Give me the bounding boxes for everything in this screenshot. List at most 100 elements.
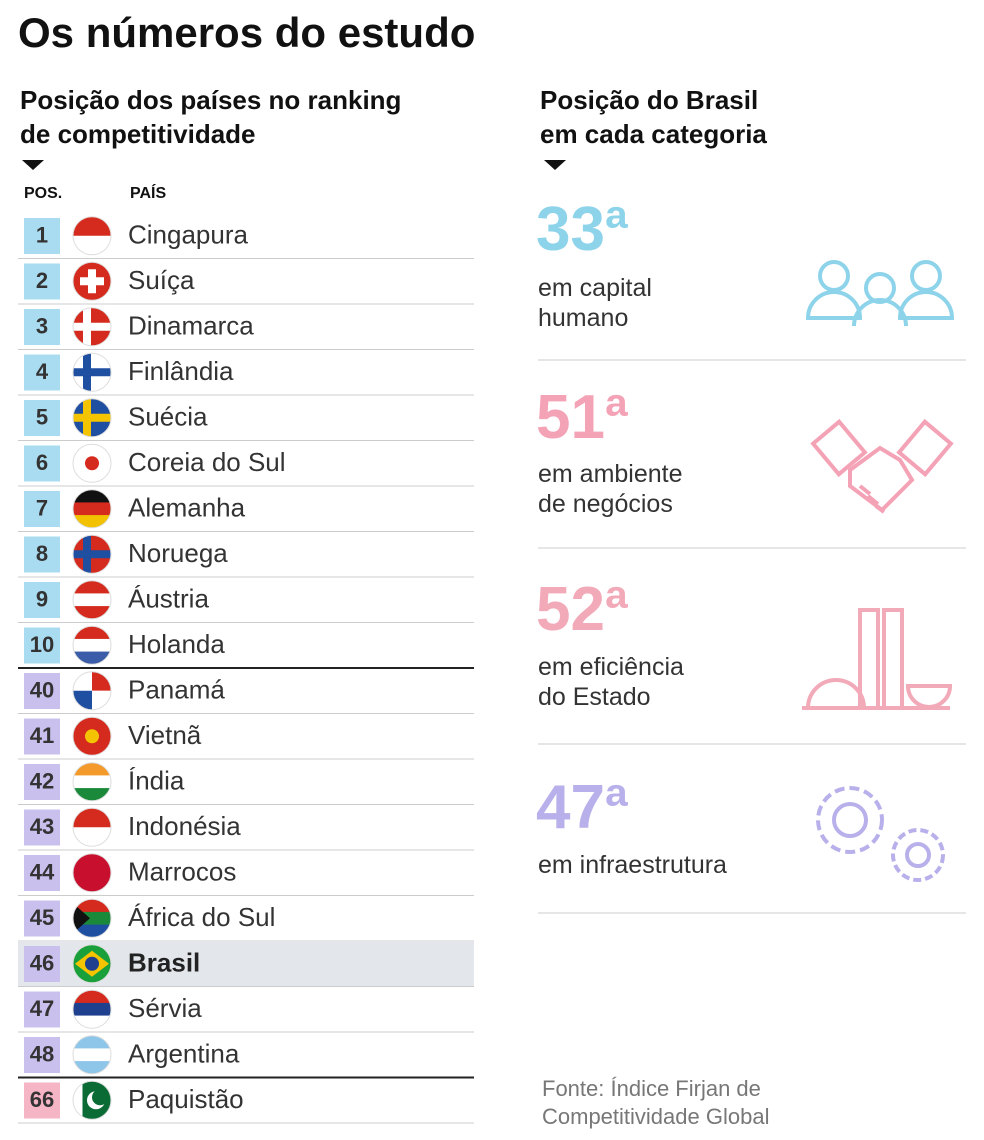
category-label: do Estado — [538, 683, 651, 711]
flag-outline — [72, 261, 112, 301]
country: Brasil — [128, 948, 200, 978]
category-label: de negócios — [538, 490, 673, 518]
flag-part — [73, 853, 111, 892]
country: Cingapura — [128, 220, 249, 250]
flag — [73, 216, 111, 255]
source: Competitividade Global — [542, 1104, 769, 1129]
position-box — [24, 582, 60, 618]
flag-outline — [72, 216, 112, 256]
flag-outline — [72, 352, 112, 392]
category-rank: 51ª — [536, 383, 628, 452]
position: 41 — [30, 723, 54, 748]
position: 43 — [30, 814, 54, 839]
flag-part — [73, 502, 111, 516]
flag — [73, 762, 111, 801]
position: 7 — [36, 496, 48, 521]
position-box — [24, 946, 60, 982]
flag-part — [73, 368, 111, 377]
building-icon — [802, 608, 953, 710]
flag-part — [73, 1002, 111, 1017]
country: Vietnã — [128, 720, 202, 750]
position-box — [24, 445, 60, 482]
country: Coreia do Sul — [128, 447, 286, 477]
position-box — [24, 1037, 60, 1073]
category-rank: 33ª — [536, 195, 628, 264]
position: 66 — [30, 1087, 54, 1112]
position: 10 — [30, 632, 54, 657]
flag-outline — [72, 671, 112, 711]
position: 45 — [30, 905, 54, 930]
flag — [73, 398, 111, 437]
category-label: em capital — [538, 274, 652, 302]
people-icon — [805, 260, 955, 327]
flag-part — [73, 1015, 111, 1029]
country: Alemanha — [128, 493, 246, 523]
flag-part — [73, 489, 111, 503]
flag-part — [73, 515, 111, 528]
flag-outline — [72, 580, 112, 620]
flag — [73, 1035, 111, 1074]
flag — [73, 307, 111, 346]
position-box — [24, 855, 60, 891]
flag — [73, 580, 111, 619]
position: 2 — [36, 268, 48, 293]
flag-part — [73, 1061, 111, 1074]
flag-outline — [72, 898, 112, 938]
position: 9 — [36, 587, 48, 612]
flag-part — [92, 1089, 108, 1106]
position: 47 — [30, 996, 54, 1021]
title: Os números do estudo — [18, 9, 475, 56]
position: 44 — [30, 860, 55, 885]
position-box — [24, 718, 60, 755]
position-box — [24, 536, 60, 573]
position-box — [24, 263, 60, 300]
flag-part — [73, 788, 111, 801]
position-box — [24, 627, 60, 664]
flag — [73, 626, 111, 665]
gears-icon — [816, 786, 945, 882]
ranking-heading: de competitividade — [20, 119, 256, 149]
flag-part — [73, 899, 111, 913]
position-box — [24, 491, 60, 527]
country: Paquistão — [128, 1084, 244, 1114]
source: Fonte: Índice Firjan de — [542, 1076, 761, 1101]
category-label: em infraestrutura — [538, 851, 727, 879]
position-box — [24, 354, 60, 391]
country: Sérvia — [128, 993, 202, 1023]
flag-outline — [72, 398, 112, 438]
category-label: em ambiente — [538, 460, 683, 488]
position: 4 — [36, 359, 49, 384]
position-box — [24, 991, 60, 1028]
flag — [73, 353, 111, 392]
flag-part — [73, 808, 111, 828]
country: Argentina — [128, 1039, 240, 1069]
flag-part — [73, 322, 111, 331]
flag-outline — [72, 807, 112, 847]
column-header: PAÍS — [130, 183, 166, 202]
flag-part — [80, 277, 104, 286]
flag-part — [85, 956, 99, 971]
flag-part — [73, 593, 111, 607]
position: 42 — [30, 769, 54, 794]
flag — [73, 808, 111, 847]
flag-part — [73, 216, 111, 237]
flag — [73, 944, 111, 983]
position: 48 — [30, 1042, 54, 1067]
flag-part — [73, 550, 111, 559]
position-box — [24, 400, 60, 436]
category-rank: 47ª — [536, 773, 628, 842]
category-label: humano — [538, 304, 628, 332]
flag-part — [73, 775, 111, 789]
flag — [73, 262, 111, 301]
flag-part — [73, 1081, 83, 1120]
flag-outline — [72, 762, 112, 802]
flag-part — [73, 413, 111, 422]
flag-part — [73, 903, 90, 934]
flag-outline — [72, 1080, 112, 1120]
flag-part — [73, 990, 111, 1004]
flag — [73, 535, 111, 574]
position: 46 — [30, 951, 54, 976]
flag-outline — [72, 489, 112, 529]
country: Dinamarca — [128, 311, 254, 341]
